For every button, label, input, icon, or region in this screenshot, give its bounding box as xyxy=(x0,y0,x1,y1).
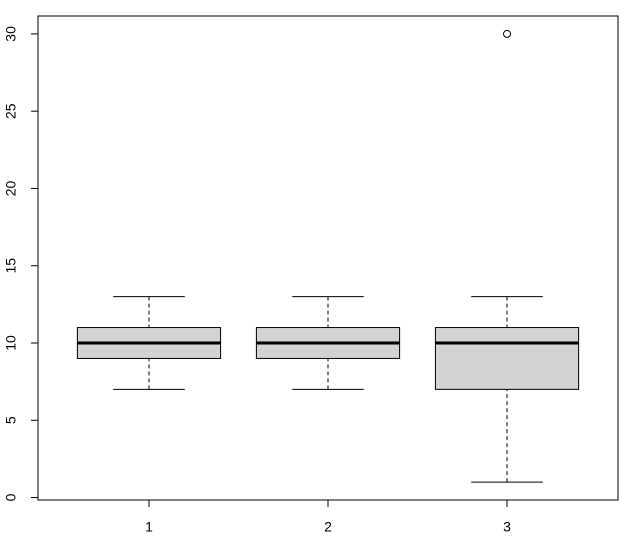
x-tick-label: 1 xyxy=(145,519,153,535)
y-tick-label: 10 xyxy=(3,335,19,351)
x-tick-label: 3 xyxy=(503,519,511,535)
y-tick-label: 30 xyxy=(3,26,19,42)
y-tick-label: 20 xyxy=(3,180,19,196)
y-tick-label: 15 xyxy=(3,258,19,274)
plot-frame xyxy=(37,15,619,501)
x-tick-label: 2 xyxy=(324,519,332,535)
y-tick-label: 25 xyxy=(3,103,19,119)
outlier xyxy=(503,29,512,38)
y-tick-label: 0 xyxy=(3,493,19,501)
box xyxy=(434,327,580,390)
y-tick-label: 5 xyxy=(3,416,19,424)
